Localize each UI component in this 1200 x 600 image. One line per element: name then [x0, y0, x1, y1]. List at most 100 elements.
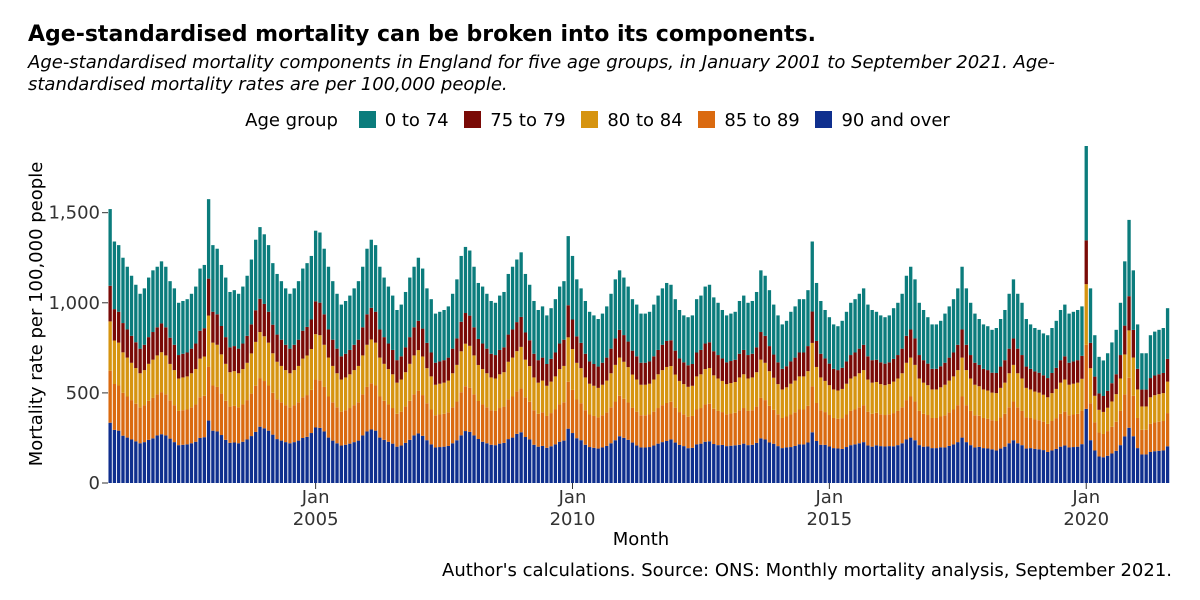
bar-segment-80-to-84-month-6: [129, 362, 134, 401]
bar-segment-75-to-79-month-132: [669, 340, 673, 367]
bar-segment-0-to-74-month-194: [934, 324, 939, 369]
bar-segment-90-and-over-month-79: [442, 446, 446, 483]
bar-segment-85-to-89-month-194: [934, 417, 939, 449]
bar-segment-80-to-84-month-55: [339, 379, 343, 412]
bar-segment-85-to-89-month-124: [635, 411, 639, 446]
bar-segment-0-to-74-month-68: [395, 309, 399, 361]
bar-segment-0-to-74-month-126: [643, 313, 647, 363]
bar-segment-0-to-74-month-54: [335, 293, 339, 349]
bar-segment-85-to-89-month-241: [1135, 417, 1140, 449]
bar-segment-80-to-84-month-176: [857, 373, 862, 408]
bar-segment-85-to-89-month-111: [579, 403, 583, 441]
bar-segment-0-to-74-month-203: [973, 313, 977, 363]
bar-segment-80-to-84-month-219: [1041, 394, 1046, 422]
bar-segment-85-to-89-month-239: [1127, 377, 1131, 428]
bar-segment-90-and-over-month-38: [266, 430, 271, 483]
bar-segment-80-to-84-month-12: [155, 355, 159, 395]
bar-segment-0-to-74-month-152: [754, 291, 759, 348]
bar-segment-80-to-84-month-76: [429, 376, 433, 410]
legend-swatch-80-to-84: [581, 111, 599, 128]
bar-segment-90-and-over-month-204: [977, 446, 981, 483]
bar-segment-80-to-84-month-58: [352, 370, 356, 406]
bar-segment-90-and-over-month-61: [365, 431, 369, 483]
bar-segment-0-to-74-month-193: [930, 324, 934, 369]
bar-segment-0-to-74-month-123: [630, 299, 635, 351]
bar-segment-75-to-79-month-111: [579, 342, 583, 369]
bar-segment-0-to-74-month-39: [271, 263, 275, 325]
bar-segment-85-to-89-month-223: [1058, 413, 1063, 447]
bar-segment-80-to-84-month-180: [874, 381, 879, 413]
bar-segment-85-to-89-month-219: [1041, 421, 1046, 451]
bar-segment-85-to-89-month-78: [438, 414, 442, 448]
bar-segment-0-to-74-month-200: [960, 266, 964, 330]
bar-segment-75-to-79-month-170: [831, 368, 836, 390]
bar-segment-80-to-84-month-121: [622, 361, 626, 399]
bar-segment-75-to-79-month-119: [613, 338, 617, 365]
bar-segment-80-to-84-month-179: [870, 382, 874, 414]
bar-segment-0-to-74-month-139: [699, 295, 703, 350]
bar-segment-0-to-74-month-88: [480, 286, 485, 344]
bar-segment-75-to-79-month-107: [562, 339, 566, 366]
x-tick-month-2010: Jan: [558, 487, 587, 508]
bar-segment-90-and-over-month-116: [600, 447, 605, 483]
bar-segment-90-and-over-month-219: [1041, 450, 1046, 483]
bar-segment-80-to-84-month-147: [733, 381, 737, 413]
bar-segment-85-to-89-month-91: [493, 410, 498, 446]
bar-segment-80-to-84-month-194: [934, 389, 939, 418]
bar-segment-90-and-over-month-190: [917, 445, 921, 483]
bar-segment-90-and-over-month-148: [737, 444, 742, 483]
bar-segment-80-to-84-month-103: [545, 385, 549, 416]
bar-segment-75-to-79-month-140: [703, 343, 707, 370]
bar-segment-85-to-89-month-28: [224, 400, 228, 440]
bar-segment-0-to-74-month-81: [450, 293, 455, 349]
y-tick-label-500: 500: [66, 383, 100, 404]
bar-segment-80-to-84-month-184: [891, 381, 896, 414]
bar-segment-75-to-79-month-194: [934, 368, 939, 390]
bar-segment-85-to-89-month-25: [211, 385, 215, 431]
bar-segment-75-to-79-month-115: [596, 366, 600, 388]
bar-segment-80-to-84-month-187: [904, 362, 909, 401]
bar-segment-75-to-79-month-77: [433, 362, 438, 385]
bar-segment-85-to-89-month-52: [326, 396, 331, 438]
bar-segment-90-and-over-month-85: [468, 431, 472, 483]
bar-segment-85-to-89-month-112: [583, 410, 588, 445]
bar-segment-90-and-over-month-156: [772, 443, 776, 483]
bar-segment-0-to-74-month-201: [964, 288, 969, 345]
bar-segment-80-to-84-month-100: [532, 377, 536, 411]
bar-segment-75-to-79-month-116: [600, 362, 605, 385]
bar-segment-75-to-79-month-68: [395, 360, 399, 383]
bar-segment-0-to-74-month-199: [956, 288, 960, 345]
bar-segment-80-to-84-month-16: [172, 370, 177, 406]
bar-segment-75-to-79-month-236: [1114, 374, 1118, 395]
bar-segment-85-to-89-month-104: [549, 413, 553, 447]
bar-segment-75-to-79-month-85: [468, 315, 472, 346]
bar-segment-85-to-89-month-247: [1161, 421, 1165, 451]
bar-segment-75-to-79-month-43: [288, 348, 292, 374]
bar-segment-90-and-over-month-29: [228, 442, 232, 483]
bar-segment-80-to-84-month-196: [943, 384, 947, 416]
bar-segment-75-to-79-month-38: [266, 311, 271, 343]
bar-segment-75-to-79-month-91: [493, 355, 498, 379]
legend-title: Age group: [245, 110, 338, 131]
bar-segment-0-to-74-month-51: [322, 248, 326, 315]
bar-segment-75-to-79-month-177: [861, 344, 866, 371]
bar-segment-90-and-over-month-120: [617, 436, 622, 483]
bar-segment-80-to-84-month-22: [198, 358, 202, 398]
bar-segment-90-and-over-month-226: [1071, 447, 1076, 483]
bar-segment-0-to-74-month-242: [1140, 353, 1144, 390]
bar-segment-90-and-over-month-22: [198, 437, 202, 483]
bar-segment-75-to-79-month-176: [857, 348, 862, 374]
bar-segment-85-to-89-month-157: [776, 414, 780, 447]
bar-segment-0-to-74-month-192: [926, 317, 930, 364]
bar-segment-75-to-79-month-153: [759, 332, 763, 360]
bar-segment-80-to-84-month-109: [570, 349, 575, 390]
bar-segment-85-to-89-month-109: [570, 389, 575, 434]
bar-segment-80-to-84-month-191: [921, 382, 926, 414]
bar-segment-80-to-84-month-221: [1050, 393, 1054, 422]
bar-segment-85-to-89-month-140: [703, 404, 707, 442]
bar-segment-80-to-84-month-225: [1067, 384, 1071, 416]
bar-segment-90-and-over-month-160: [789, 447, 793, 483]
bar-segment-85-to-89-month-135: [682, 414, 686, 447]
bar-segment-80-to-84-month-124: [635, 379, 639, 412]
bar-segment-0-to-74-month-210: [1003, 309, 1007, 361]
